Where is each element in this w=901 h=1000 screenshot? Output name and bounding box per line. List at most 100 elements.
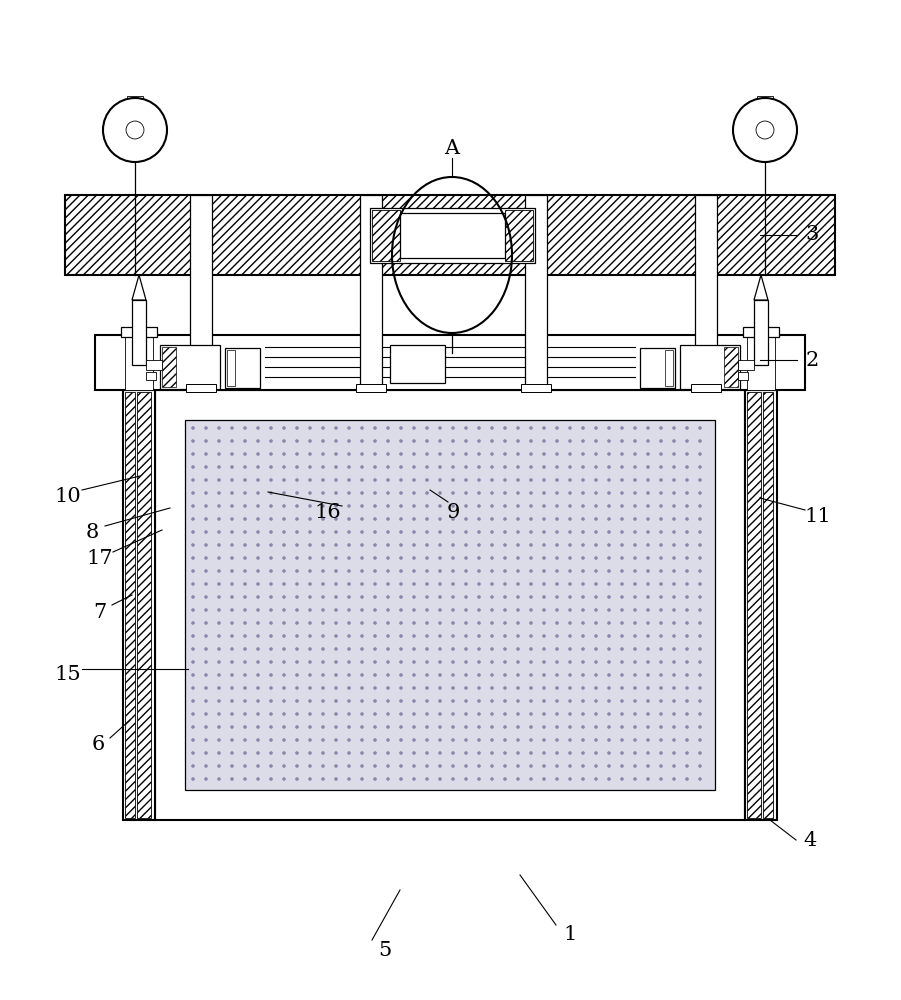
Circle shape bbox=[464, 452, 468, 456]
Circle shape bbox=[646, 465, 650, 469]
Circle shape bbox=[581, 699, 585, 703]
Circle shape bbox=[646, 751, 650, 755]
Circle shape bbox=[478, 556, 481, 560]
Circle shape bbox=[243, 595, 247, 599]
Circle shape bbox=[581, 569, 585, 573]
Circle shape bbox=[529, 556, 532, 560]
Circle shape bbox=[672, 439, 676, 443]
Circle shape bbox=[243, 725, 247, 729]
Circle shape bbox=[438, 530, 441, 534]
Circle shape bbox=[360, 478, 364, 482]
Circle shape bbox=[296, 491, 299, 495]
Circle shape bbox=[620, 556, 623, 560]
Circle shape bbox=[620, 478, 623, 482]
Circle shape bbox=[451, 712, 455, 716]
Circle shape bbox=[685, 608, 688, 612]
Circle shape bbox=[555, 465, 559, 469]
Circle shape bbox=[412, 543, 415, 547]
Circle shape bbox=[594, 569, 597, 573]
Circle shape bbox=[321, 569, 324, 573]
Circle shape bbox=[607, 439, 611, 443]
Circle shape bbox=[256, 517, 259, 521]
Circle shape bbox=[542, 777, 546, 781]
Circle shape bbox=[478, 504, 481, 508]
Circle shape bbox=[438, 751, 441, 755]
Circle shape bbox=[412, 699, 415, 703]
Circle shape bbox=[191, 777, 195, 781]
Circle shape bbox=[503, 725, 506, 729]
Circle shape bbox=[412, 660, 415, 664]
Circle shape bbox=[373, 738, 377, 742]
Circle shape bbox=[490, 738, 494, 742]
Circle shape bbox=[685, 595, 688, 599]
Circle shape bbox=[542, 751, 546, 755]
Circle shape bbox=[542, 738, 546, 742]
Circle shape bbox=[464, 517, 468, 521]
Circle shape bbox=[698, 686, 702, 690]
Circle shape bbox=[503, 647, 506, 651]
Circle shape bbox=[425, 478, 429, 482]
Circle shape bbox=[620, 751, 623, 755]
Circle shape bbox=[217, 452, 221, 456]
Circle shape bbox=[607, 478, 611, 482]
Circle shape bbox=[296, 517, 299, 521]
Circle shape bbox=[503, 517, 506, 521]
Circle shape bbox=[425, 517, 429, 521]
Circle shape bbox=[296, 465, 299, 469]
Circle shape bbox=[269, 569, 273, 573]
Circle shape bbox=[334, 647, 338, 651]
Circle shape bbox=[594, 686, 597, 690]
Circle shape bbox=[373, 699, 377, 703]
Bar bbox=[155, 390, 745, 820]
Circle shape bbox=[296, 647, 299, 651]
Circle shape bbox=[399, 725, 403, 729]
Circle shape bbox=[360, 465, 364, 469]
Circle shape bbox=[282, 517, 286, 521]
Circle shape bbox=[347, 699, 350, 703]
Circle shape bbox=[230, 764, 233, 768]
Circle shape bbox=[633, 725, 637, 729]
Circle shape bbox=[698, 530, 702, 534]
Circle shape bbox=[360, 595, 364, 599]
Circle shape bbox=[360, 673, 364, 677]
Circle shape bbox=[360, 777, 364, 781]
Circle shape bbox=[425, 608, 429, 612]
Circle shape bbox=[451, 647, 455, 651]
Circle shape bbox=[399, 660, 403, 664]
Circle shape bbox=[633, 686, 637, 690]
Circle shape bbox=[503, 673, 506, 677]
Circle shape bbox=[230, 634, 233, 638]
Circle shape bbox=[516, 517, 520, 521]
Circle shape bbox=[387, 686, 390, 690]
Circle shape bbox=[542, 673, 546, 677]
Circle shape bbox=[620, 517, 623, 521]
Circle shape bbox=[607, 530, 611, 534]
Circle shape bbox=[347, 738, 350, 742]
Circle shape bbox=[438, 777, 441, 781]
Circle shape bbox=[387, 608, 390, 612]
Circle shape bbox=[230, 530, 233, 534]
Circle shape bbox=[672, 491, 676, 495]
Circle shape bbox=[321, 621, 324, 625]
Circle shape bbox=[451, 465, 455, 469]
Circle shape bbox=[529, 465, 532, 469]
Circle shape bbox=[296, 725, 299, 729]
Circle shape bbox=[516, 478, 520, 482]
Circle shape bbox=[308, 426, 312, 430]
Circle shape bbox=[256, 426, 259, 430]
Circle shape bbox=[672, 660, 676, 664]
Bar bbox=[525, 195, 547, 390]
Circle shape bbox=[633, 556, 637, 560]
Circle shape bbox=[334, 491, 338, 495]
Circle shape bbox=[296, 634, 299, 638]
Circle shape bbox=[660, 465, 663, 469]
Circle shape bbox=[555, 556, 559, 560]
Circle shape bbox=[555, 569, 559, 573]
Circle shape bbox=[620, 426, 623, 430]
Circle shape bbox=[569, 712, 572, 716]
Circle shape bbox=[594, 582, 597, 586]
Circle shape bbox=[256, 647, 259, 651]
Circle shape bbox=[230, 478, 233, 482]
Circle shape bbox=[269, 582, 273, 586]
Circle shape bbox=[412, 712, 415, 716]
